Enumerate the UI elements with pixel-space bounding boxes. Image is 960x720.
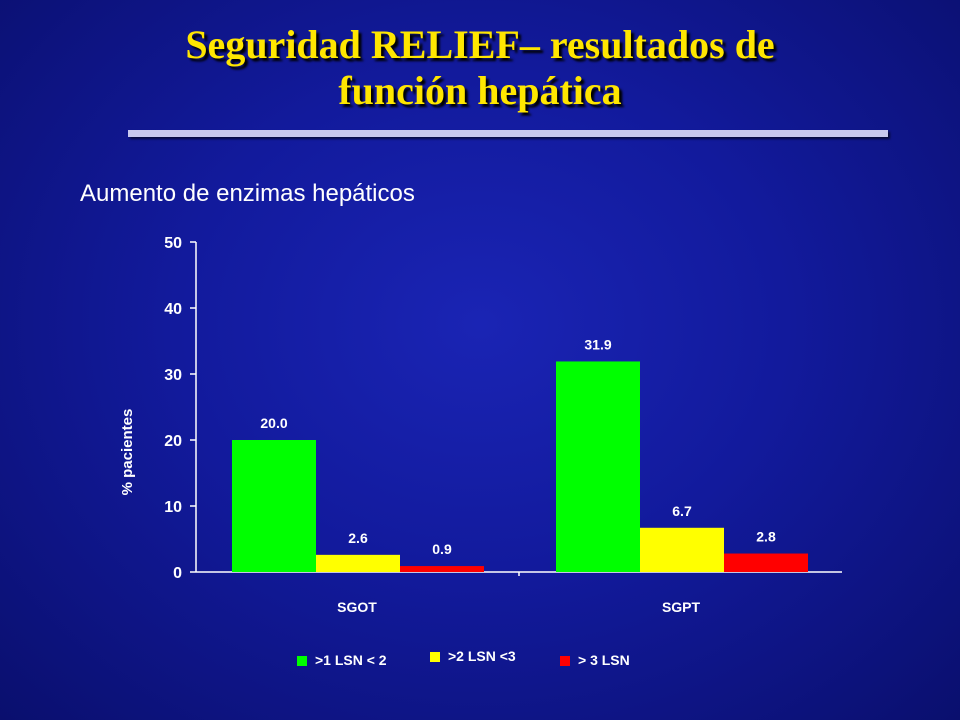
y-axis-label: % pacientes <box>119 409 136 496</box>
y-tick-label: 30 <box>164 367 182 384</box>
legend-item-1: >1 LSN < 2 <box>297 652 387 668</box>
title-line-2: función hepática <box>338 68 622 113</box>
bar-value-label: 2.6 <box>348 530 368 546</box>
bar <box>556 361 640 572</box>
legend-item-2: >2 LSN <3 <box>430 648 516 664</box>
bar <box>724 553 808 572</box>
legend-label-2: >2 LSN <3 <box>448 648 516 664</box>
legend-item-3: > 3 LSN <box>560 652 630 668</box>
bar <box>400 566 484 572</box>
y-tick-label: 20 <box>164 433 182 450</box>
bar-value-label: 6.7 <box>672 503 692 519</box>
slide-title: Seguridad RELIEF– resultados de función … <box>0 22 960 114</box>
y-tick-label: 50 <box>164 235 182 252</box>
chart-subtitle: Aumento de enzimas hepáticos <box>80 180 415 207</box>
legend-label-3: > 3 LSN <box>578 652 630 668</box>
y-tick-label: 0 <box>173 565 182 582</box>
legend-label-1: >1 LSN < 2 <box>315 652 387 668</box>
legend-swatch-green <box>297 656 307 667</box>
y-tick-label: 40 <box>164 301 182 318</box>
x-category-label: SGOT <box>337 599 377 615</box>
y-tick-label: 10 <box>164 499 182 516</box>
bar <box>316 554 400 572</box>
bar-value-label: 20.0 <box>260 415 287 431</box>
bar <box>640 527 724 572</box>
bar-value-label: 0.9 <box>432 541 452 557</box>
title-underline <box>128 130 888 137</box>
bar <box>232 440 316 572</box>
bar-value-label: 31.9 <box>584 336 611 352</box>
x-category-label: SGPT <box>662 599 701 615</box>
legend-swatch-yellow <box>430 652 440 663</box>
title-line-1: Seguridad RELIEF– resultados de <box>185 22 775 67</box>
bar-value-label: 2.8 <box>756 529 776 545</box>
legend-swatch-red <box>560 656 570 667</box>
